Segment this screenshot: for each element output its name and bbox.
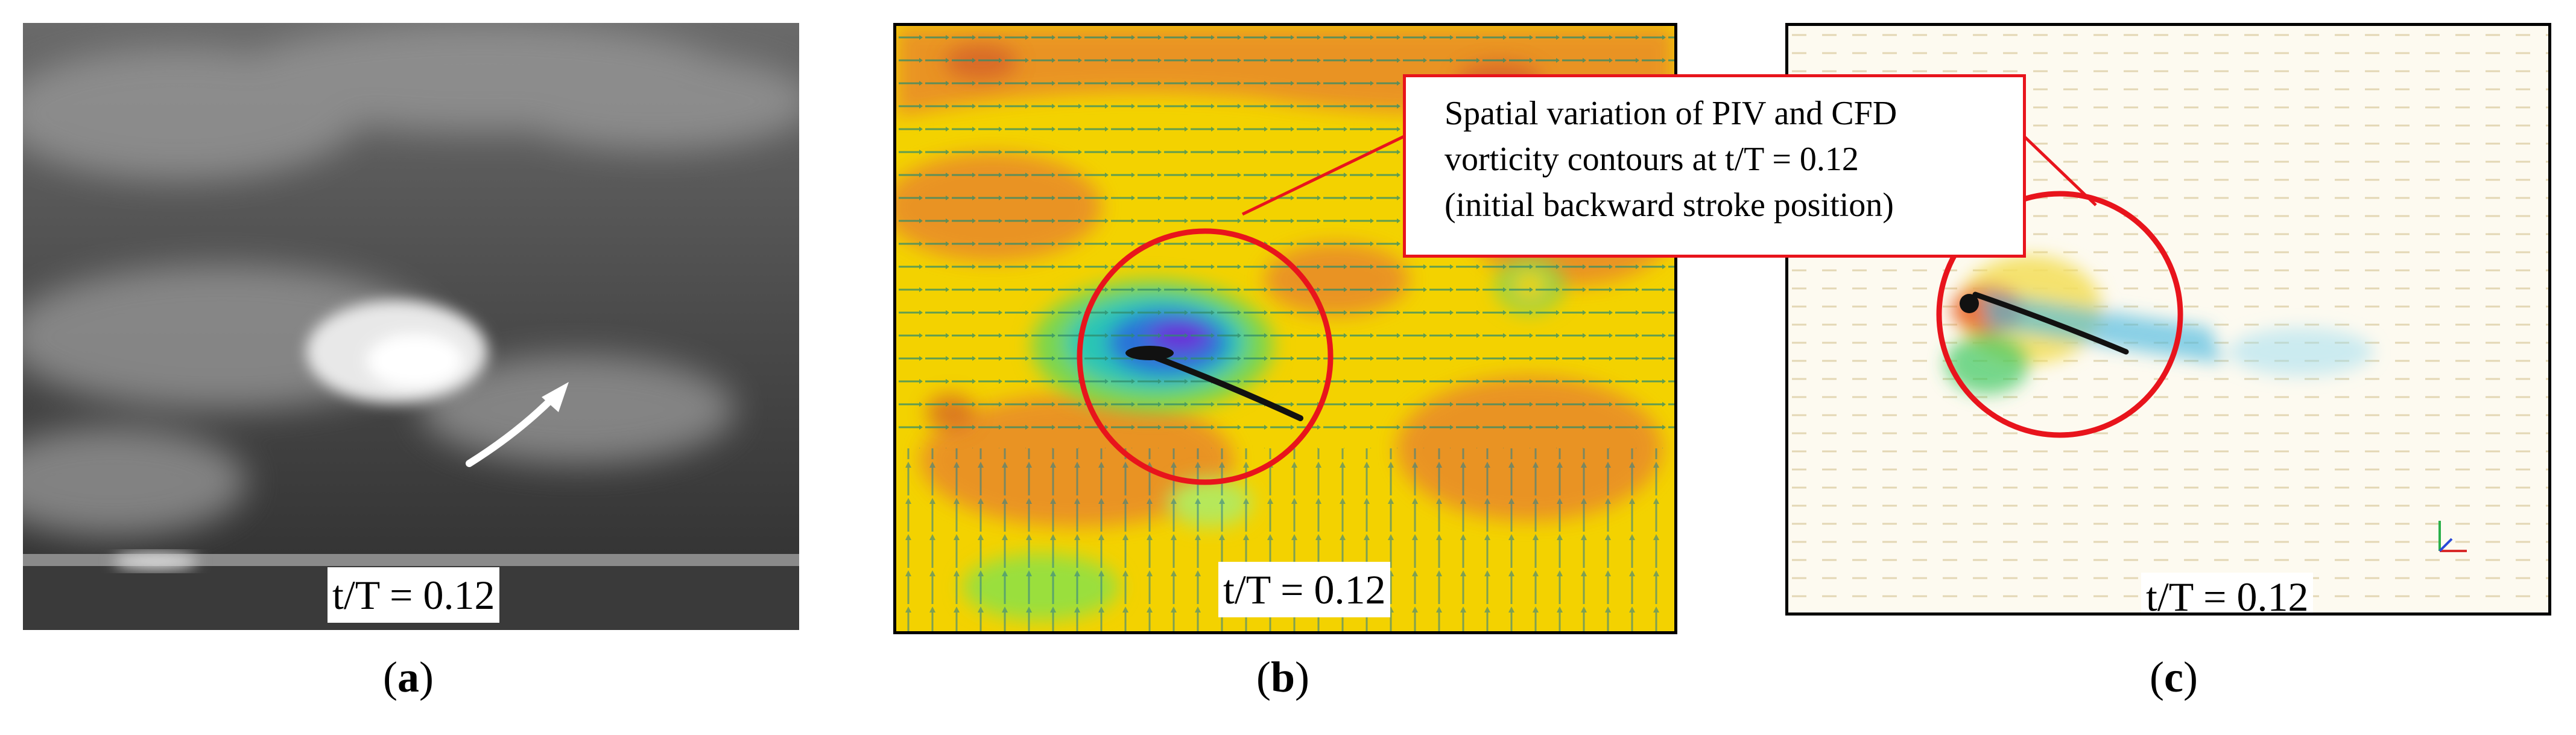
highlight-circle-b xyxy=(1077,228,1334,485)
annotation-callout: Spatial variation of PIV and CFD vortici… xyxy=(1403,74,2026,258)
smoke-photo-graphic xyxy=(23,23,799,630)
caption-a: (a) xyxy=(383,653,434,701)
caption-c-letter: c xyxy=(2163,653,2183,701)
callout-line-2: vorticity contours at t/T = 0.12 xyxy=(1445,141,1859,178)
coordinate-axes-icon xyxy=(2438,521,2467,552)
flow-direction-arrow xyxy=(466,393,557,467)
caption-c: (c) xyxy=(2150,653,2198,701)
piv-contour-graphic xyxy=(896,26,1674,631)
caption-b: (b) xyxy=(1256,653,1310,701)
smoke-visualization-image: t/T = 0.12 xyxy=(23,23,799,630)
caption-b-letter: b xyxy=(1270,653,1296,701)
wing-section-b xyxy=(1138,349,1303,421)
wing-section-c xyxy=(1972,291,2129,355)
time-label-a: t/T = 0.12 xyxy=(328,567,500,623)
cfd-vorticity-contour-image: t/T = 0.12 xyxy=(1785,23,2551,616)
callout-line-3: (initial backward stroke position) xyxy=(1445,186,1894,224)
callout-line-1: Spatial variation of PIV and CFD xyxy=(1445,95,1897,132)
time-label-c: t/T = 0.12 xyxy=(2141,573,2314,612)
time-label-b: t/T = 0.12 xyxy=(1218,562,1391,617)
caption-a-letter: a xyxy=(397,653,419,701)
